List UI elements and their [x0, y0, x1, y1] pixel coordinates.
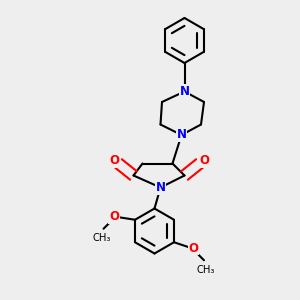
Text: O: O [188, 242, 199, 255]
Text: O: O [199, 154, 209, 167]
Text: CH₃: CH₃ [196, 265, 215, 275]
Text: CH₃: CH₃ [93, 233, 111, 243]
Text: N: N [155, 181, 166, 194]
Text: O: O [109, 154, 119, 167]
Text: N: N [176, 128, 187, 142]
Text: O: O [109, 210, 119, 223]
Text: N: N [179, 85, 190, 98]
